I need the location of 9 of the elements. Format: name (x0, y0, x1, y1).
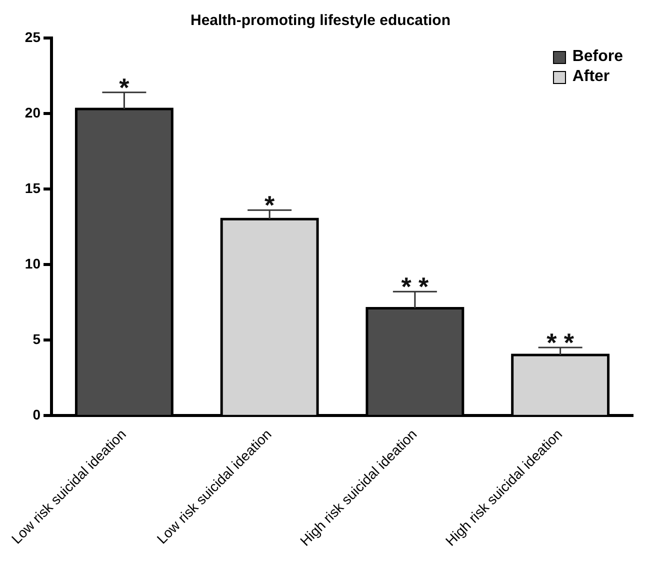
y-tick-label: 15 (24, 180, 41, 196)
y-tick-label: 25 (24, 28, 41, 45)
y-tick-label: 5 (32, 330, 41, 347)
legend-label: Before (572, 48, 623, 66)
chart-title: Health-promoting lifestyle education (190, 12, 451, 30)
y-tick-label: 0 (32, 406, 41, 422)
legend-label: After (572, 68, 610, 86)
y-tick-label: 20 (24, 104, 41, 120)
y-tick-label: 10 (24, 255, 41, 272)
